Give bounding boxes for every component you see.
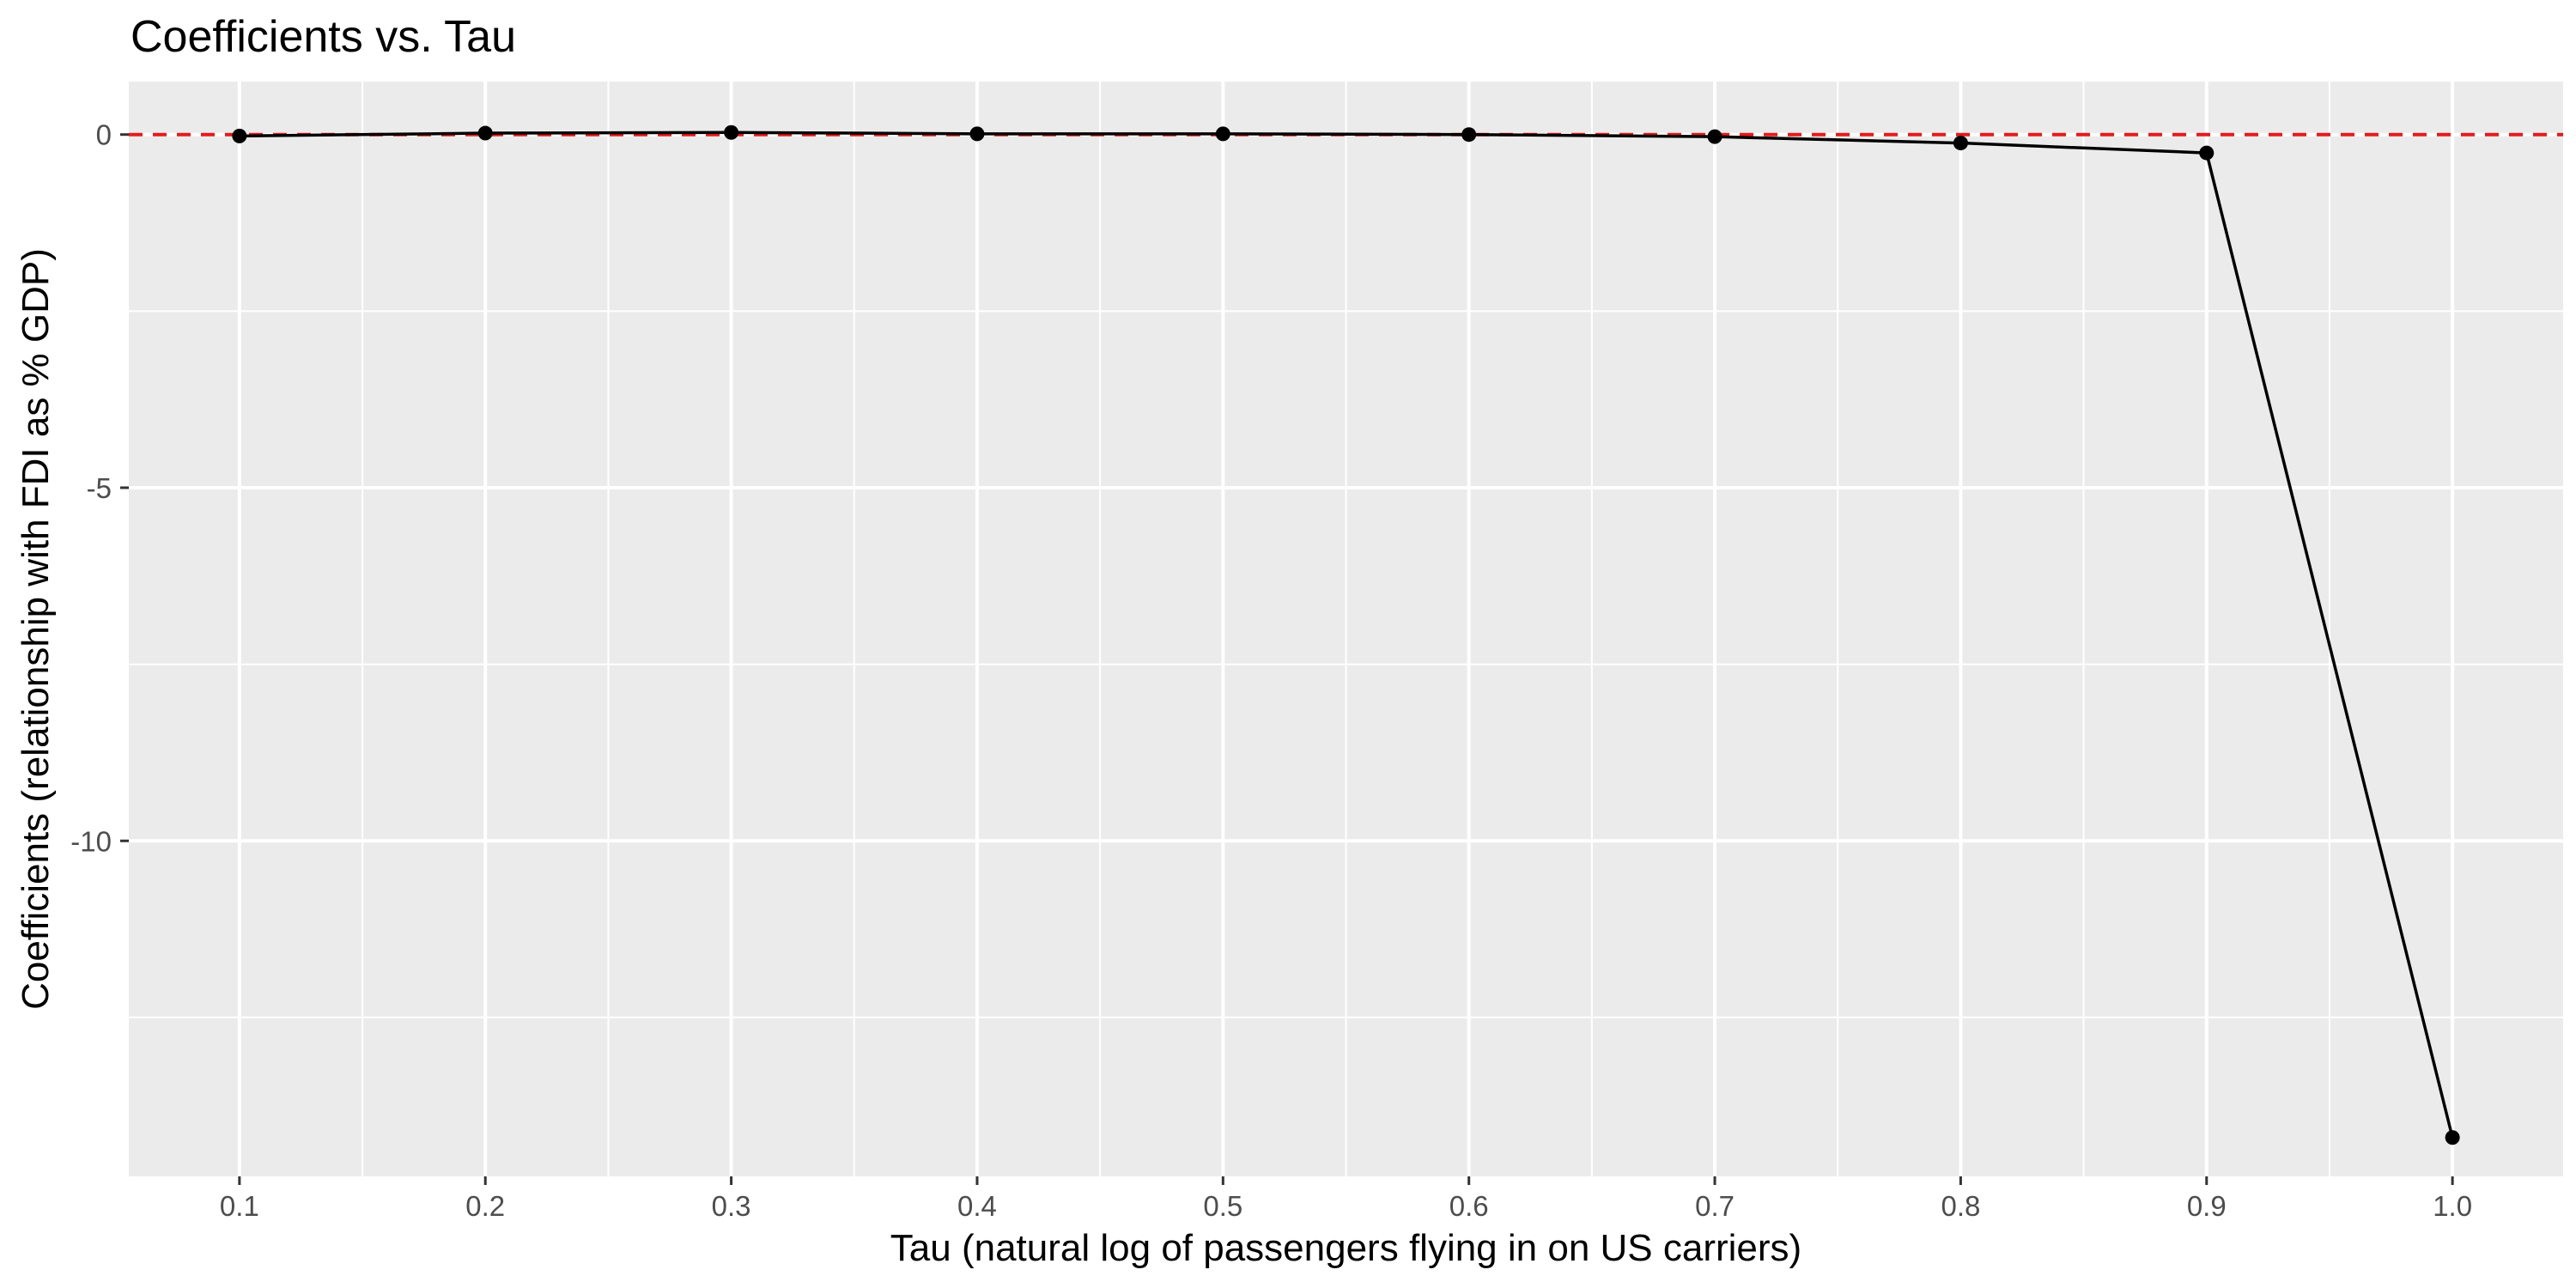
x-tick-label: 0.7 — [1695, 1190, 1735, 1222]
y-tick-label: 0 — [96, 119, 112, 151]
x-tick-label: 0.6 — [1449, 1190, 1489, 1222]
y-tick-label: -10 — [70, 825, 112, 857]
x-axis-ticks: 0.1 0.2 0.3 0.4 0.5 0.6 0.7 0.8 0.9 1.0 — [220, 1176, 2472, 1222]
data-point — [1953, 136, 1968, 151]
data-point — [969, 126, 985, 142]
series-group — [232, 125, 2460, 1145]
x-axis-title: Tau (natural log of passengers flying in… — [890, 1227, 1801, 1269]
x-tick-label: 0.9 — [2187, 1190, 2227, 1222]
series-line — [239, 131, 2454, 1139]
x-tick-label: 1.0 — [2433, 1190, 2472, 1222]
grid-major — [129, 82, 2563, 1176]
y-axis-ticks: 0 -5 -10 — [70, 119, 129, 857]
x-tick-label: 0.8 — [1941, 1190, 1980, 1222]
data-point — [1461, 127, 1477, 143]
y-axis-title: Coefficients (relationship with FDI as %… — [15, 248, 57, 1010]
x-tick-label: 0.5 — [1203, 1190, 1242, 1222]
data-point — [2199, 145, 2215, 161]
data-point — [232, 128, 247, 143]
x-tick-label: 0.3 — [712, 1190, 751, 1222]
data-point — [2445, 1130, 2460, 1145]
x-tick-label: 0.4 — [957, 1190, 997, 1222]
chart-title: Coefficients vs. Tau — [131, 12, 516, 62]
data-point — [1215, 126, 1230, 142]
data-point — [724, 125, 739, 140]
y-tick-label: -5 — [87, 472, 112, 504]
data-point — [477, 125, 493, 141]
grid-minor — [129, 82, 2563, 1176]
x-tick-label: 0.2 — [465, 1190, 505, 1222]
data-point — [1707, 129, 1722, 144]
x-tick-label: 0.1 — [220, 1190, 259, 1222]
